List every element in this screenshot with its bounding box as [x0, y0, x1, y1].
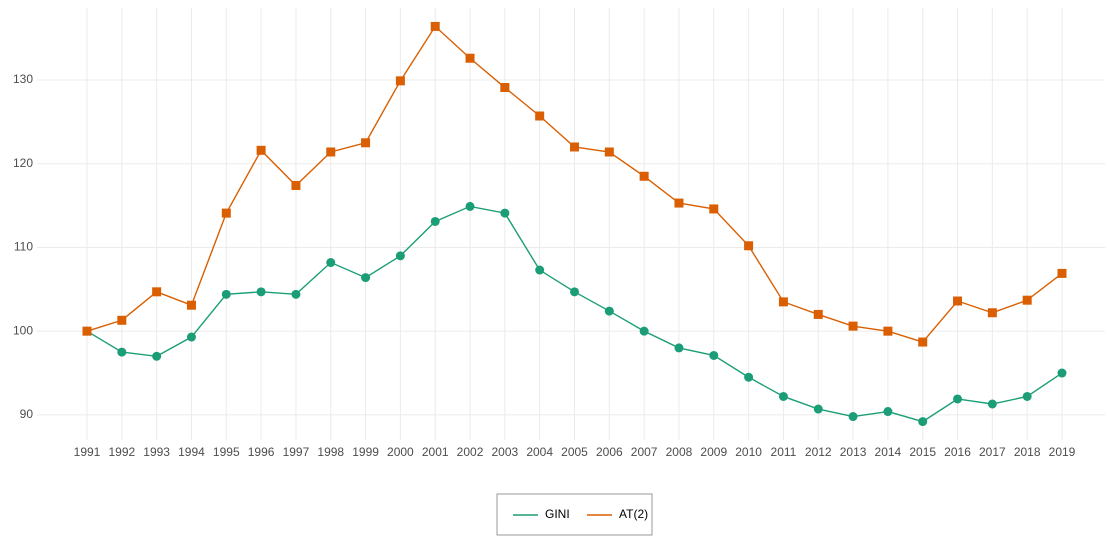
x-tick-label: 2010 — [735, 445, 762, 459]
x-tick-label: 2017 — [979, 445, 1006, 459]
y-tick-label: 100 — [13, 323, 33, 337]
x-tick-label: 2004 — [526, 445, 553, 459]
y-tick-label: 120 — [13, 156, 33, 170]
point — [535, 265, 545, 275]
point — [604, 306, 614, 316]
point — [326, 258, 336, 268]
point — [186, 332, 196, 342]
x-tick-label: 2000 — [387, 445, 414, 459]
point — [987, 399, 997, 409]
x-tick-label: 2005 — [561, 445, 588, 459]
point — [82, 326, 92, 336]
point — [848, 412, 858, 422]
x-tick-label: 1991 — [74, 445, 101, 459]
point — [291, 289, 301, 299]
x-tick-label: 2019 — [1049, 445, 1076, 459]
point — [987, 308, 997, 318]
point — [395, 76, 405, 86]
legend-label: GINI — [545, 507, 570, 521]
x-tick-label: 2013 — [840, 445, 867, 459]
x-tick-label: 2016 — [944, 445, 971, 459]
point — [953, 296, 963, 306]
x-tick-label: 1999 — [352, 445, 379, 459]
x-tick-label: 2003 — [492, 445, 519, 459]
point — [256, 287, 266, 297]
x-tick-label: 1996 — [248, 445, 275, 459]
x-tick-label: 2007 — [631, 445, 658, 459]
x-tick-label: 2006 — [596, 445, 623, 459]
point — [361, 138, 371, 148]
point — [604, 147, 614, 157]
x-tick-label: 2012 — [805, 445, 832, 459]
point — [1057, 268, 1067, 278]
x-tick-label: 2008 — [666, 445, 693, 459]
point — [709, 350, 719, 360]
point — [1022, 295, 1032, 305]
point — [744, 372, 754, 382]
point — [813, 309, 823, 319]
point — [117, 347, 127, 357]
point — [709, 204, 719, 214]
point — [570, 142, 579, 152]
point — [186, 300, 196, 310]
point — [117, 315, 127, 325]
point — [813, 404, 823, 414]
point — [256, 145, 266, 155]
y-tick-label: 110 — [14, 240, 33, 254]
point — [430, 216, 440, 226]
grid — [37, 8, 1105, 440]
point — [221, 289, 231, 299]
point — [152, 287, 162, 297]
point — [1057, 368, 1067, 378]
point — [430, 21, 440, 31]
point — [500, 208, 510, 218]
x-tick-label: 2011 — [771, 445, 797, 459]
point — [883, 326, 893, 336]
point — [465, 53, 475, 63]
x-tick-label: 1995 — [213, 445, 240, 459]
y-tick-label: 90 — [20, 407, 34, 421]
x-tick-label: 1993 — [143, 445, 170, 459]
x-tick-label: 2009 — [700, 445, 727, 459]
point — [639, 171, 649, 181]
point — [570, 287, 579, 297]
point — [883, 407, 893, 417]
point — [778, 391, 788, 401]
point — [744, 241, 754, 251]
point — [152, 351, 162, 361]
point — [395, 251, 405, 261]
plot — [82, 21, 1067, 427]
point — [918, 417, 928, 427]
x-tick-label: 1992 — [108, 445, 135, 459]
y-tick-label: 130 — [13, 72, 33, 86]
point — [291, 180, 301, 190]
point — [326, 147, 336, 157]
x-tick-label: 1997 — [283, 445, 310, 459]
x-tick-label: 2018 — [1014, 445, 1041, 459]
point — [221, 208, 231, 218]
x-tick-label: 2002 — [457, 445, 484, 459]
x-tick-label: 1994 — [178, 445, 205, 459]
point — [465, 201, 475, 211]
point — [361, 273, 371, 283]
point — [848, 321, 858, 331]
x-tick-label: 1998 — [317, 445, 344, 459]
point — [953, 394, 963, 404]
point — [674, 198, 684, 208]
point — [918, 337, 928, 347]
x-tick-label: 2014 — [875, 445, 902, 459]
x-tick-label: 2015 — [909, 445, 936, 459]
point — [535, 111, 545, 121]
point — [1022, 391, 1032, 401]
legend-label: AT(2) — [619, 507, 648, 521]
x-tick-label: 2001 — [422, 445, 449, 459]
point — [778, 297, 788, 307]
legend: GINI AT(2) — [513, 507, 648, 521]
point — [639, 326, 649, 336]
point — [500, 83, 510, 93]
point — [674, 343, 684, 353]
